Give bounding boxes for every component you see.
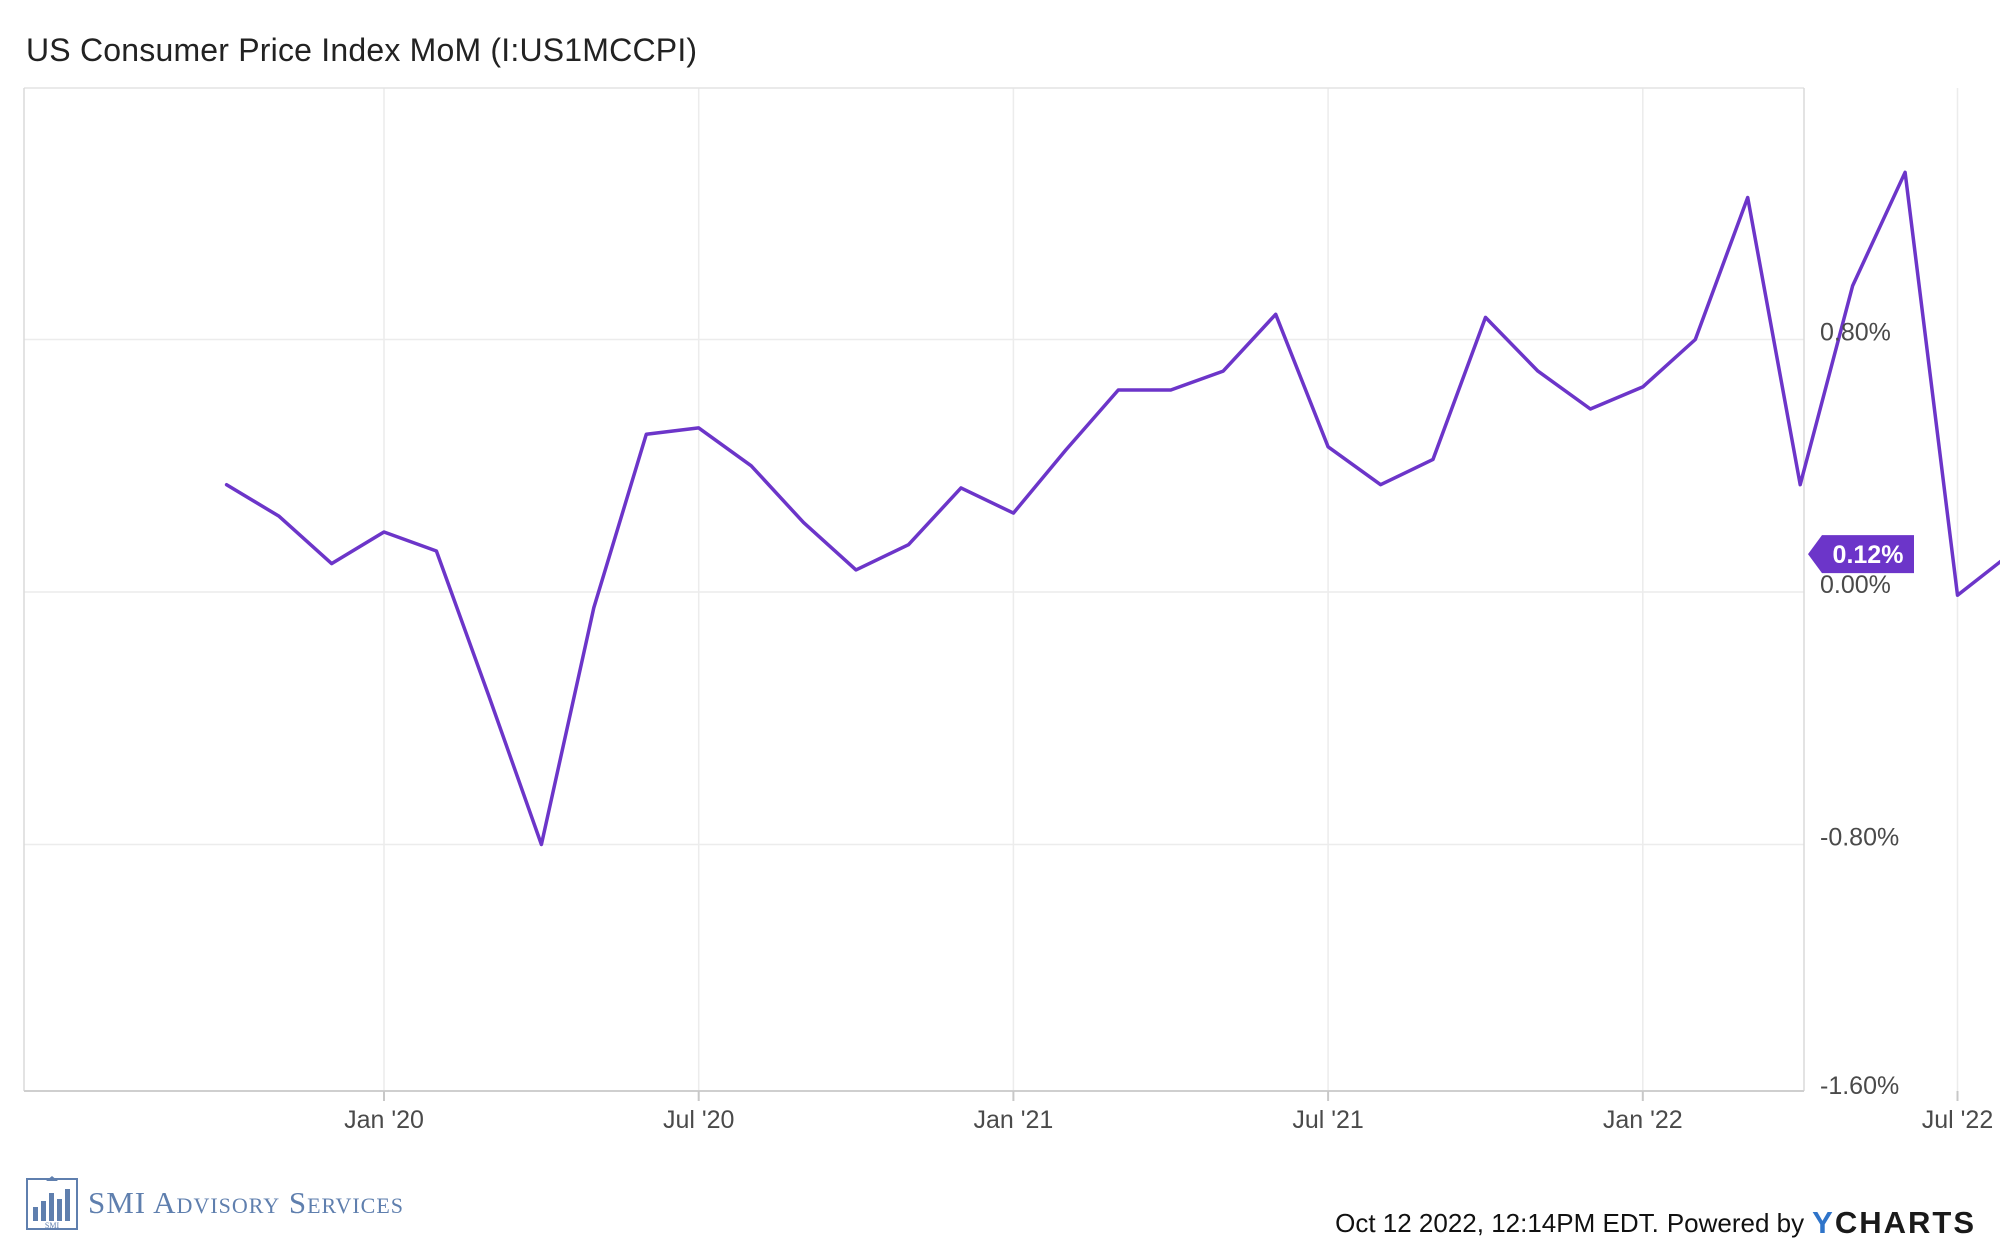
chart-title: US Consumer Price Index MoM (I:US1MCCPI) — [26, 32, 698, 68]
brand-logo: SMI SMI Advisory Services — [26, 1175, 404, 1231]
powered-by-label: Powered by — [1666, 1207, 1805, 1238]
x-axis-tick-labels: Jan '20 Jul '20 Jan '21 Jul '21 Jan '22 Jul '… — [344, 1106, 1993, 1134]
last-value-label: 0.12% — [1833, 541, 1904, 569]
cpi-mom-series-line — [224, 170, 2000, 847]
plot-frame — [23, 87, 1959, 1101]
ycharts-wordmark: CHARTS — [1834, 1205, 1976, 1240]
last-value-badge: 0.12% — [1808, 535, 1914, 574]
ycharts-y-mark: Y — [1812, 1205, 1835, 1240]
last-value-badge-shape — [1808, 535, 1914, 574]
grid-lines — [24, 88, 1959, 1091]
y-tick-label: 0.80% — [1820, 319, 1891, 347]
series-layer — [224, 170, 2000, 847]
bar-chart-crest-icon: SMI — [26, 1176, 78, 1230]
x-tick-label: Jan '21 — [973, 1106, 1053, 1134]
brand-name: SMI Advisory Services — [88, 1185, 405, 1220]
x-tick-label: Jul '20 — [663, 1106, 734, 1134]
x-tick-label: Jan '20 — [344, 1106, 424, 1134]
y-tick-label: -1.60% — [1820, 1072, 1899, 1100]
source-stamp: Oct 12 2022, 12:14PM EDT. Powered by YCH… — [1335, 1205, 1976, 1241]
y-tick-label: -0.80% — [1820, 823, 1899, 851]
x-tick-label: Jul '22 — [1922, 1106, 1993, 1134]
brand-monogram: SMI — [45, 1221, 60, 1230]
y-tick-label: 0.00% — [1820, 571, 1891, 599]
x-tick-label: Jan '22 — [1603, 1106, 1683, 1134]
timestamp: Oct 12 2022, 12:14PM EDT. — [1335, 1207, 1659, 1238]
ycharts-logo[interactable]: YCHARTS — [1812, 1205, 1976, 1241]
x-tick-label: Jul '21 — [1292, 1106, 1363, 1134]
y-axis-tick-labels: 0.80% 0.00% -0.80% -1.60% — [1820, 319, 1899, 1100]
